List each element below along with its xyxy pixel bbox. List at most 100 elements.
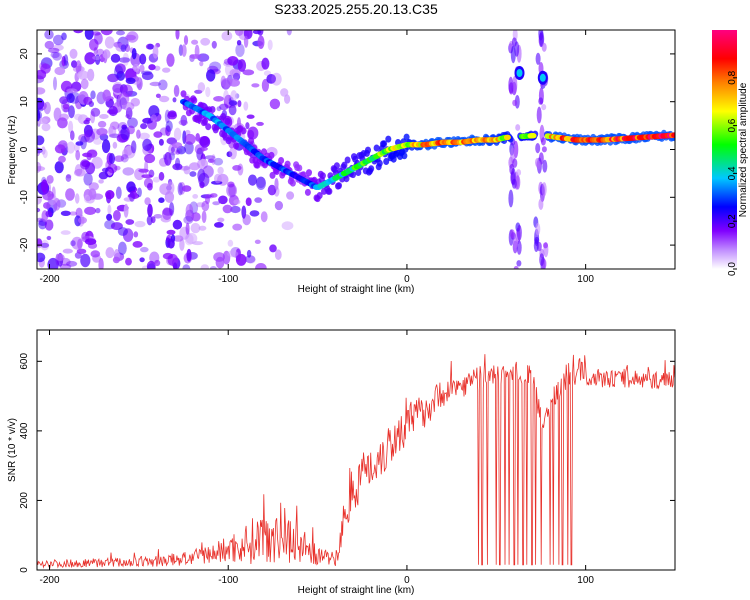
noise-blob bbox=[179, 238, 185, 251]
noise-blob bbox=[165, 125, 171, 137]
noise-blob bbox=[171, 142, 183, 149]
spectrogram-x-tick-label: 100 bbox=[577, 274, 594, 285]
noise-blob bbox=[98, 257, 104, 269]
noise-blob bbox=[158, 95, 170, 103]
gap-column-blob bbox=[535, 52, 541, 65]
noise-blob bbox=[102, 49, 111, 59]
noise-blob bbox=[213, 96, 225, 102]
noise-blob bbox=[42, 149, 48, 159]
noise-blob bbox=[96, 127, 108, 136]
noise-blob bbox=[76, 248, 87, 254]
noise-blob bbox=[158, 138, 164, 146]
noise-blob bbox=[261, 78, 269, 92]
noise-blob bbox=[245, 122, 250, 130]
noise-blob bbox=[165, 120, 173, 132]
ridge-scatter-blob bbox=[220, 113, 227, 120]
noise-blob bbox=[131, 48, 137, 60]
side-band-core bbox=[539, 73, 546, 82]
ridge-scatter-blob bbox=[289, 179, 296, 187]
noise-blob bbox=[84, 194, 91, 203]
noise-blob bbox=[92, 55, 102, 60]
noise-blob bbox=[127, 125, 135, 135]
noise-blob bbox=[37, 207, 41, 213]
spectrogram-x-tick-label: -100 bbox=[218, 274, 238, 285]
noise-blob bbox=[112, 83, 124, 93]
noise-blob bbox=[274, 200, 283, 211]
gap-column-blob bbox=[539, 253, 545, 266]
noise-blob bbox=[65, 174, 72, 182]
snr-x-tick-label: -100 bbox=[218, 575, 238, 586]
noise-blob bbox=[194, 89, 203, 94]
noise-blob bbox=[84, 206, 97, 215]
noise-blob bbox=[142, 117, 154, 124]
gap-column-blob bbox=[512, 75, 518, 94]
gap-column-blob bbox=[516, 169, 522, 176]
colorbar-tick-label: 0.4 bbox=[727, 166, 738, 180]
noise-blob bbox=[183, 35, 189, 46]
ridge-scatter-blob bbox=[306, 169, 312, 177]
ridge-scatter-blob bbox=[341, 161, 348, 169]
noise-blob bbox=[150, 114, 157, 122]
noise-blob bbox=[251, 83, 260, 88]
gap-column-blob bbox=[543, 242, 548, 249]
noise-blob bbox=[209, 61, 222, 72]
snr-marks bbox=[37, 354, 675, 569]
noise-blob bbox=[196, 147, 204, 161]
noise-blob bbox=[180, 114, 188, 127]
noise-blob bbox=[95, 207, 101, 214]
noise-blob bbox=[233, 199, 241, 205]
noise-blob bbox=[242, 69, 255, 76]
noise-blob bbox=[166, 53, 175, 67]
noise-blob bbox=[261, 57, 270, 70]
noise-blob bbox=[106, 213, 113, 221]
noise-blob bbox=[116, 30, 125, 36]
noise-blob bbox=[199, 146, 208, 151]
noise-blob bbox=[205, 86, 211, 98]
noise-blob bbox=[274, 249, 282, 260]
noise-blob bbox=[241, 205, 247, 219]
ridge-scatter-blob bbox=[368, 165, 375, 173]
noise-blob bbox=[96, 48, 105, 56]
noise-blob bbox=[107, 73, 119, 83]
noise-blob bbox=[228, 104, 237, 116]
noise-blob bbox=[245, 197, 252, 206]
noise-blob bbox=[75, 150, 81, 161]
noise-blob bbox=[43, 101, 51, 115]
noise-blob bbox=[212, 201, 221, 206]
gap-column-blob bbox=[535, 143, 541, 154]
noise-blob bbox=[129, 192, 135, 202]
colorbar: 0.0 0.2 0.4 0.6 0.8 Normalized spectral ampl… bbox=[712, 30, 749, 276]
noise-blob bbox=[84, 30, 94, 40]
ridge-scatter-blob bbox=[376, 159, 383, 167]
spectrogram-marks bbox=[37, 30, 675, 269]
noise-blob bbox=[77, 70, 89, 80]
spectrogram-x-tick-label: -200 bbox=[40, 274, 60, 285]
gap-column-blob bbox=[509, 229, 515, 239]
noise-blob bbox=[61, 32, 67, 41]
noise-blob bbox=[191, 39, 199, 45]
noise-blob bbox=[54, 66, 66, 76]
noise-blob bbox=[126, 181, 136, 193]
noise-blob bbox=[155, 93, 161, 99]
ridge-scatter-blob bbox=[333, 162, 340, 170]
noise-blob bbox=[166, 229, 176, 235]
ridge-scatter-blob bbox=[403, 133, 410, 141]
noise-blob bbox=[243, 101, 249, 111]
noise-blob bbox=[38, 62, 48, 71]
noise-blob bbox=[54, 144, 66, 154]
noise-blob bbox=[122, 102, 135, 111]
noise-blob bbox=[88, 188, 97, 200]
noise-blob bbox=[66, 88, 78, 94]
noise-blob bbox=[75, 60, 82, 74]
noise-blob bbox=[230, 205, 241, 214]
noise-blob bbox=[37, 87, 46, 95]
noise-blob bbox=[246, 114, 255, 119]
snr-x-tick-label: 100 bbox=[577, 575, 594, 586]
noise-blob bbox=[44, 219, 54, 231]
noise-blob bbox=[59, 263, 72, 269]
colorbar-gradient bbox=[712, 30, 737, 269]
ridge-scatter-blob bbox=[355, 169, 362, 176]
noise-blob bbox=[164, 152, 172, 166]
noise-blob bbox=[69, 48, 78, 59]
noise-blob bbox=[147, 43, 154, 50]
